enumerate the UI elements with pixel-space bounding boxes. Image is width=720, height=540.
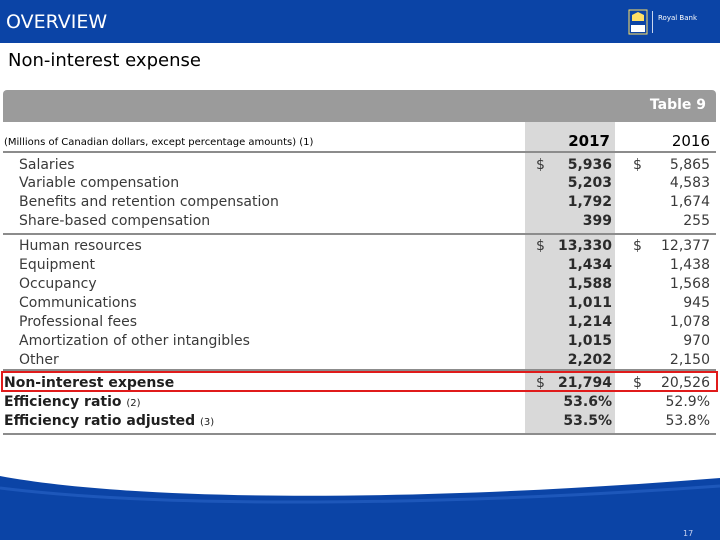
value-2017: 5,936 xyxy=(567,157,612,173)
row-label: Efficiency ratio (2) xyxy=(4,393,141,413)
total-row: Efficiency ratio adjusted (3) 53.5% 53.8% xyxy=(0,412,720,431)
currency-2016: $ xyxy=(633,375,642,391)
rbc-shield-icon xyxy=(628,9,648,35)
table-caption: (Millions of Canadian dollars, except pe… xyxy=(4,137,314,148)
value-2017: 1,434 xyxy=(567,257,612,273)
value-2016: 1,078 xyxy=(669,314,710,330)
value-2017: 1,792 xyxy=(567,194,612,210)
currency-2017: $ xyxy=(536,157,545,173)
value-2016: 20,526 xyxy=(661,375,710,391)
table-row: Salaries $5,936 $5,865 xyxy=(0,156,720,175)
page-number: 17 xyxy=(683,529,694,538)
row-label-text: Variable compensation xyxy=(19,175,180,191)
column-2017-shading xyxy=(525,122,615,434)
value-2017: 399 xyxy=(582,213,612,229)
value-2016: 4,583 xyxy=(669,175,710,191)
table-row: Benefits and retention compensation 1,792… xyxy=(0,193,720,212)
row-label-text: Occupancy xyxy=(19,276,97,292)
value-2017: 5,203 xyxy=(567,175,612,191)
value-2017: 53.6% xyxy=(563,394,612,410)
divider xyxy=(3,151,716,153)
row-label: Variable compensation xyxy=(19,174,179,193)
row-label-text: Professional fees xyxy=(19,314,138,330)
currency-2016: $ xyxy=(633,157,642,173)
row-label: Benefits and retention compensation xyxy=(19,193,279,212)
row-label: Share-based compensation xyxy=(19,212,210,231)
table-row: Communications 1,011 945 xyxy=(0,294,720,313)
row-label: Human resources xyxy=(19,237,142,256)
divider xyxy=(3,433,716,435)
value-2016: 255 xyxy=(683,213,710,229)
logo-bank-name: Royal Bank xyxy=(658,14,698,22)
value-2017: 1,214 xyxy=(567,314,612,330)
value-2016: 53.8% xyxy=(665,413,710,429)
value-2016: 52.9% xyxy=(665,394,710,410)
rbc-logo: Royal Bank xyxy=(628,9,708,35)
column-header-2016: 2016 xyxy=(671,132,710,150)
page-subtitle: Non-interest expense xyxy=(8,50,201,71)
row-label-text: Other xyxy=(19,352,59,368)
value-2017: 53.5% xyxy=(563,413,612,429)
row-label: Professional fees xyxy=(19,313,137,332)
table-label: Table 9 xyxy=(649,97,706,113)
row-label-text: Salaries xyxy=(19,157,75,173)
row-label: Efficiency ratio adjusted (3) xyxy=(4,412,214,432)
table-row: Occupancy 1,588 1,568 xyxy=(0,275,720,294)
total-row: Efficiency ratio (2) 53.6% 52.9% xyxy=(0,393,720,412)
currency-2017: $ xyxy=(536,238,545,254)
row-label: Other xyxy=(19,351,59,370)
row-footnote: (2) xyxy=(126,398,141,409)
value-2016: 970 xyxy=(683,333,710,349)
table-row: Amortization of other intangibles 1,015 97… xyxy=(0,332,720,351)
divider xyxy=(3,369,716,371)
row-label: Occupancy xyxy=(19,275,97,294)
value-2016: 5,865 xyxy=(669,157,710,173)
table-row: Share-based compensation 399 255 xyxy=(0,212,720,231)
row-label-text: Efficiency ratio xyxy=(4,394,122,410)
value-2017: 1,015 xyxy=(567,333,612,349)
value-2017: 2,202 xyxy=(567,352,612,368)
row-label-text: Efficiency ratio adjusted xyxy=(4,413,196,429)
value-2017: 1,011 xyxy=(567,295,612,311)
row-label: Salaries xyxy=(19,156,75,175)
value-2016: 1,674 xyxy=(669,194,710,210)
row-label-text: Human resources xyxy=(19,238,142,254)
value-2016: 945 xyxy=(683,295,710,311)
footer-band xyxy=(0,468,720,540)
value-2017: 1,588 xyxy=(567,276,612,292)
value-2017: 13,330 xyxy=(557,238,612,254)
row-label: Communications xyxy=(19,294,137,313)
row-label-text: Share-based compensation xyxy=(19,213,211,229)
logo-divider xyxy=(652,11,653,33)
table-row: Other 2,202 2,150 xyxy=(0,351,720,370)
table-row: Professional fees 1,214 1,078 xyxy=(0,313,720,332)
value-2016: 1,568 xyxy=(669,276,710,292)
table-row: Equipment 1,434 1,438 xyxy=(0,256,720,275)
table-row: Variable compensation 5,203 4,583 xyxy=(0,174,720,193)
currency-2017: $ xyxy=(536,375,545,391)
divider xyxy=(3,233,716,235)
table-header-bar: Table 9 xyxy=(3,90,716,122)
header-bar: OVERVIEW Royal Bank xyxy=(0,0,720,43)
row-label-text: Communications xyxy=(19,295,137,311)
row-label: Non-interest expense xyxy=(4,374,174,394)
value-2016: 1,438 xyxy=(669,257,710,273)
value-2016: 2,150 xyxy=(669,352,710,368)
row-footnote: (3) xyxy=(200,417,215,428)
table-row: Human resources $13,330 $12,377 xyxy=(0,237,720,256)
row-label: Equipment xyxy=(19,256,95,275)
currency-2016: $ xyxy=(633,238,642,254)
column-header-2017: 2017 xyxy=(568,132,610,150)
highlight-box xyxy=(1,371,718,392)
total-row: Non-interest expense $21,794 $20,526 xyxy=(0,374,720,393)
row-label-text: Equipment xyxy=(19,257,95,273)
row-label-text: Amortization of other intangibles xyxy=(19,333,250,349)
value-2017: 21,794 xyxy=(557,375,612,391)
row-label-text: Benefits and retention compensation xyxy=(19,194,279,210)
page-section-title: OVERVIEW xyxy=(6,11,108,33)
row-label-text: Non-interest expense xyxy=(4,375,175,391)
row-label: Amortization of other intangibles xyxy=(19,332,250,351)
value-2016: 12,377 xyxy=(661,238,710,254)
